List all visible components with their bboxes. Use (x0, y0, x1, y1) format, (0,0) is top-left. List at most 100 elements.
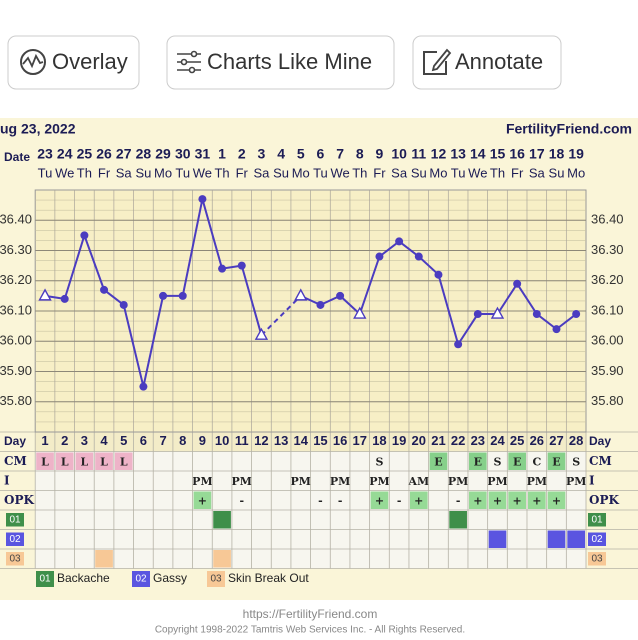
cell-value: PM (192, 475, 212, 488)
date-label: 12 (431, 146, 447, 162)
overlay-button[interactable] (7, 35, 140, 90)
cell-highlight (547, 452, 566, 470)
date-label: 30 (175, 146, 191, 162)
temperature-point (237, 261, 246, 270)
day-number: 19 (392, 433, 406, 448)
symptom-code-box (588, 552, 606, 566)
day-number: 18 (372, 433, 386, 448)
weekday-label: Tu (38, 165, 53, 180)
day-number: 5 (120, 433, 127, 448)
weekday-label: Th (352, 165, 367, 180)
date-label: 14 (470, 146, 486, 162)
legend-box (132, 571, 150, 587)
temperature-point (139, 382, 148, 391)
symptom-code: 03 (591, 553, 603, 564)
symptom-code: 01 (591, 514, 603, 525)
day-number: 11 (235, 433, 249, 448)
row-label: OPK (589, 493, 619, 507)
date-label: 7 (336, 146, 344, 162)
symptom-mark (547, 530, 566, 548)
weekday-label: Tu (313, 165, 328, 180)
y-tick-label: 35.90 (0, 363, 32, 378)
button-label[interactable]: Annotate (455, 49, 543, 74)
cell-highlight (508, 452, 526, 470)
footer-copyright: Copyright 1998-2022 Tamtris Web Services… (155, 625, 465, 636)
cell-value: - (318, 494, 323, 507)
cell-value: C (532, 455, 541, 468)
y2-tick-label: 35.90 (591, 363, 624, 378)
y2-tick-label: 36.20 (591, 272, 624, 287)
cell-highlight (114, 452, 133, 470)
y-tick-label: 36.20 (0, 272, 32, 287)
cell-highlight (468, 491, 487, 509)
y2-tick-label: 35.80 (591, 393, 624, 408)
charts-like-mine-button[interactable] (166, 35, 395, 90)
legend-code: 02 (135, 574, 147, 585)
day-number: 27 (549, 433, 563, 448)
cell-value: + (198, 494, 207, 507)
day-number: 3 (81, 433, 88, 448)
temperature-point (532, 310, 541, 319)
overlay-icon-wave (22, 53, 44, 69)
annotate-button[interactable] (412, 35, 562, 90)
cell-value: E (552, 455, 560, 468)
cell-value: + (414, 494, 423, 507)
date-label: 4 (277, 146, 285, 162)
row-label: Day (589, 434, 611, 448)
legend-label: Skin Break Out (228, 571, 309, 585)
overlay-icon (20, 49, 46, 75)
cell-value: E (474, 455, 482, 468)
weekday-label: Sa (116, 165, 133, 180)
day-number: 15 (313, 433, 327, 448)
y2-tick-label: 36.40 (591, 212, 624, 227)
legend-box (207, 571, 225, 587)
cell-value: - (338, 494, 343, 507)
cell-value: PM (487, 475, 507, 488)
weekday-label: Sa (253, 165, 270, 180)
cell-highlight (75, 452, 94, 470)
day-number: 22 (451, 433, 465, 448)
date-label: 31 (195, 146, 211, 162)
row-label: Day (4, 434, 26, 448)
row-label: I (4, 473, 10, 487)
weekday-label: Fr (236, 165, 249, 180)
date-label: 15 (490, 146, 506, 162)
temperature-point (119, 300, 128, 309)
discarded-point (254, 327, 269, 340)
cell-value: E (513, 455, 521, 468)
temperature-point (395, 237, 404, 246)
day-number: 20 (412, 433, 426, 448)
y2-tick-label: 36.30 (591, 242, 624, 257)
y2-tick-label: 36.10 (591, 302, 624, 317)
plot: 35.80 35.80 35.90 35.90 36.00 36.00 36.10 36.10… (0, 146, 624, 433)
date-label: 16 (509, 146, 525, 162)
temperature-point (572, 310, 581, 319)
day-number: 9 (199, 433, 206, 448)
temperature-point (80, 231, 89, 240)
day-number: 2 (61, 433, 68, 448)
discarded-point (294, 288, 308, 301)
cell-value: + (532, 494, 541, 507)
cell-value: S (494, 455, 502, 468)
y-tick-label: 36.40 (0, 212, 32, 227)
cell-value: - (456, 494, 461, 507)
cell-value: PM (291, 475, 311, 488)
button-label[interactable]: Charts Like Mine (207, 49, 372, 74)
date-label: 23 (37, 146, 53, 162)
date-label: 17 (529, 146, 545, 162)
symptom-mark (567, 530, 585, 548)
day-number: 25 (510, 433, 524, 448)
x-axis-label: Date (4, 150, 30, 164)
date-label: 26 (96, 146, 112, 162)
date-label: 19 (568, 146, 584, 162)
cell-value: + (493, 494, 502, 507)
sliders-icon (177, 50, 201, 74)
cell-highlight (55, 452, 74, 470)
discarded-point (38, 288, 52, 301)
discarded-point (490, 306, 505, 319)
cell-highlight (468, 452, 487, 470)
weekday-label: We (468, 165, 487, 180)
symptom-code: 03 (9, 553, 21, 564)
button-label[interactable]: Overlay (52, 49, 128, 74)
